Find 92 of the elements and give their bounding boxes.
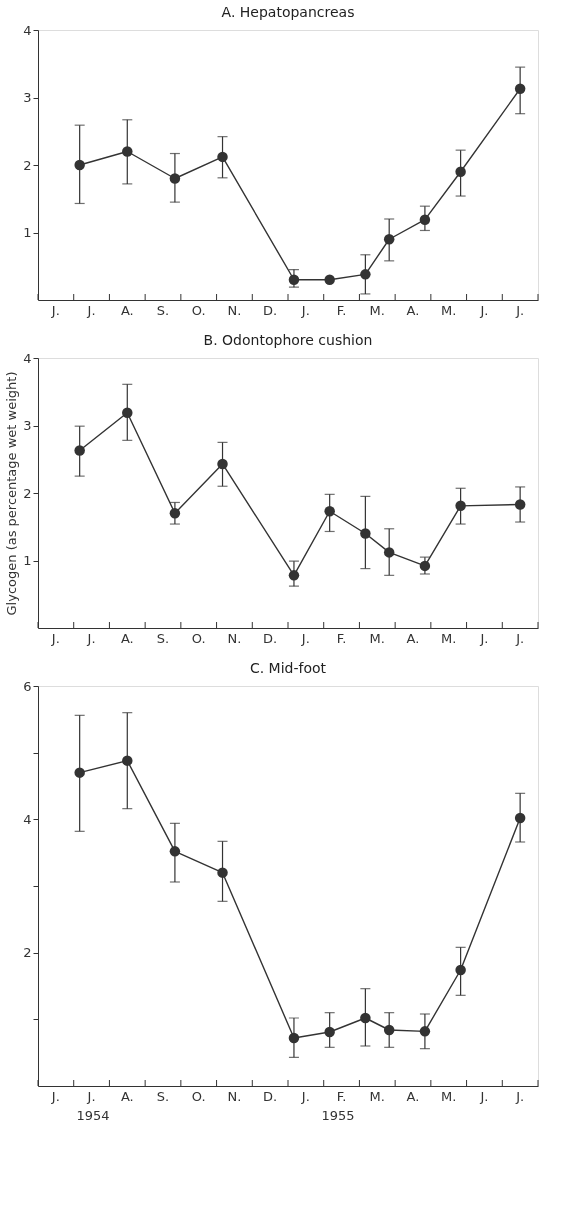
point bbox=[288, 274, 300, 285]
x-tick-label: O. bbox=[191, 303, 206, 318]
x-tick-label: D. bbox=[263, 303, 278, 318]
point bbox=[514, 83, 526, 94]
point bbox=[288, 570, 300, 581]
x-tick-label: A. bbox=[406, 303, 420, 318]
point bbox=[324, 274, 335, 285]
point bbox=[383, 234, 395, 245]
y-tick-label: 2 bbox=[23, 485, 32, 501]
point bbox=[360, 1012, 371, 1024]
point bbox=[419, 1026, 431, 1037]
x-tick-label: N. bbox=[227, 1089, 242, 1104]
y-tick-label: 1 bbox=[23, 225, 32, 240]
y-tick-label: 2 bbox=[23, 157, 32, 173]
point bbox=[419, 560, 431, 572]
x-tick-label: O. bbox=[191, 631, 206, 646]
y-tick-label: 2 bbox=[23, 945, 32, 961]
x-tick-label: J. bbox=[515, 1089, 525, 1104]
text: 1955 bbox=[321, 1108, 355, 1123]
x-tick-label: J. bbox=[479, 631, 489, 646]
point bbox=[122, 407, 133, 418]
point bbox=[122, 755, 133, 766]
x-tick-label: J. bbox=[515, 303, 525, 318]
x-tick-label: A. bbox=[120, 303, 134, 318]
point bbox=[455, 500, 466, 512]
point bbox=[74, 767, 85, 778]
x-tick-label: N. bbox=[227, 631, 242, 646]
point bbox=[288, 1032, 300, 1044]
point bbox=[217, 151, 228, 163]
x-tick-label: J. bbox=[479, 303, 489, 318]
x-tick-label: S. bbox=[156, 1089, 170, 1104]
x-tick-label: M. bbox=[441, 303, 457, 318]
x-tick-label: A. bbox=[406, 1089, 420, 1104]
x-tick-label: M. bbox=[369, 1089, 385, 1104]
point bbox=[383, 547, 395, 558]
x-tick-label: J. bbox=[50, 303, 60, 318]
point bbox=[169, 173, 181, 184]
chart-title: C. Mid-foot bbox=[249, 660, 327, 676]
y-tick-label: 3 bbox=[23, 90, 32, 105]
point bbox=[169, 846, 181, 857]
x-tick-label: J. bbox=[50, 631, 60, 646]
x-tick-label: M. bbox=[369, 631, 385, 646]
point bbox=[514, 499, 526, 510]
point bbox=[74, 159, 85, 171]
text: 1954 bbox=[76, 1108, 110, 1123]
x-tick-label: F. bbox=[336, 303, 347, 318]
chart-title: B. Odontophore cushion bbox=[203, 332, 373, 348]
x-tick-label: J. bbox=[300, 1089, 310, 1104]
x-tick-label: J. bbox=[479, 1089, 489, 1104]
y-tick-label: 6 bbox=[23, 678, 32, 694]
x-tick-label: J. bbox=[300, 303, 310, 318]
point bbox=[324, 1026, 335, 1038]
point bbox=[383, 1024, 395, 1036]
y-tick-label: 4 bbox=[23, 350, 32, 366]
point bbox=[360, 528, 371, 539]
point bbox=[455, 166, 466, 177]
point bbox=[217, 867, 228, 878]
x-tick-label: F. bbox=[336, 631, 347, 646]
x-tick-label: D. bbox=[263, 631, 278, 646]
x-tick-label: M. bbox=[369, 303, 385, 318]
x-tick-label: J. bbox=[50, 1089, 60, 1104]
x-tick-label: A. bbox=[120, 1089, 134, 1104]
point bbox=[360, 269, 371, 280]
x-tick-label: N. bbox=[227, 303, 242, 318]
point bbox=[169, 508, 181, 519]
x-tick-label: J. bbox=[86, 303, 96, 318]
x-tick-label: S. bbox=[156, 631, 170, 646]
y-tick-label: 1 bbox=[23, 553, 32, 568]
chart-title: A. Hepatopancreas bbox=[221, 4, 355, 20]
x-tick-label: A. bbox=[120, 631, 134, 646]
point bbox=[455, 964, 466, 976]
y-tick-label: 3 bbox=[23, 418, 32, 433]
x-tick-label: J. bbox=[86, 631, 96, 646]
x-tick-label: O. bbox=[191, 1089, 206, 1104]
y-tick-label: 4 bbox=[23, 811, 32, 827]
point bbox=[419, 214, 431, 225]
x-tick-label: J. bbox=[300, 631, 310, 646]
y-tick-label: 4 bbox=[23, 22, 32, 38]
x-tick-label: S. bbox=[156, 303, 170, 318]
point bbox=[74, 445, 85, 456]
x-tick-label: A. bbox=[406, 631, 420, 646]
point bbox=[324, 505, 335, 517]
x-tick-label: D. bbox=[263, 1089, 278, 1104]
x-tick-label: M. bbox=[441, 1089, 457, 1104]
x-tick-label: M. bbox=[441, 631, 457, 646]
point bbox=[217, 458, 228, 470]
y-axis-title: Glycogen (as percentage wet weight) bbox=[4, 371, 20, 616]
point bbox=[514, 812, 526, 824]
x-tick-label: J. bbox=[86, 1089, 96, 1104]
x-tick-label: F. bbox=[336, 1089, 347, 1104]
point bbox=[122, 146, 133, 157]
x-tick-label: J. bbox=[515, 631, 525, 646]
